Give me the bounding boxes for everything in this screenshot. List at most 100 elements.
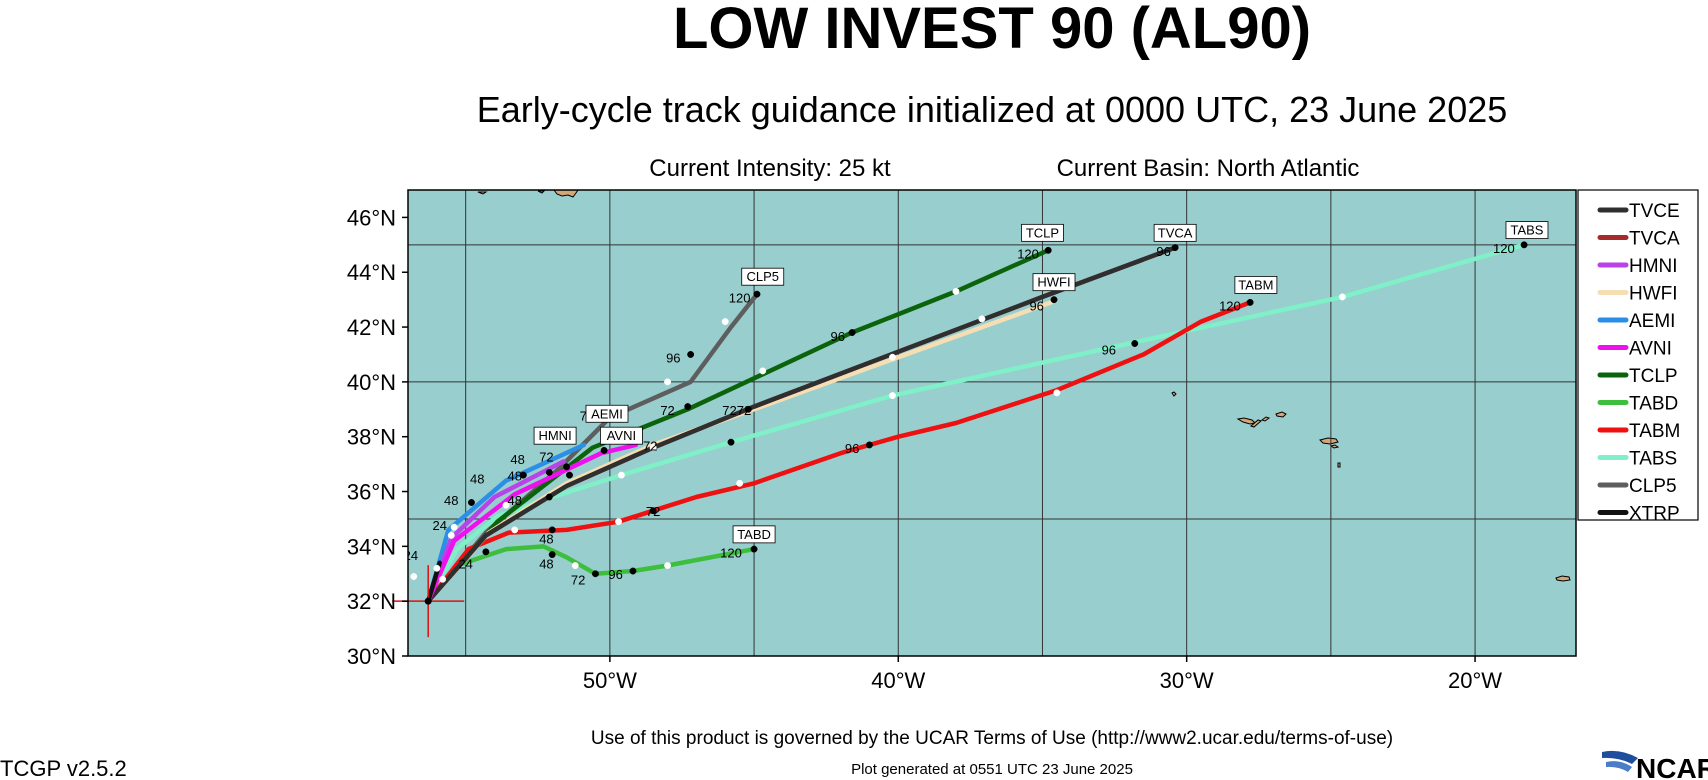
- hour-label-17: 96: [666, 351, 680, 366]
- map-title: LOW INVEST 90 (AL90): [673, 0, 1311, 61]
- hour-label-24: 120: [729, 290, 751, 305]
- forecast-marker-33: [721, 318, 729, 326]
- island-azores-5: [1319, 437, 1339, 445]
- model-tag-box-tvca: [1153, 223, 1197, 242]
- forecast-marker-10: [1044, 246, 1052, 254]
- forecast-marker-13: [649, 507, 657, 515]
- forecast-marker-44: [450, 523, 458, 531]
- track-tabd: [425, 544, 757, 604]
- hour-label-27: 120: [1493, 241, 1515, 256]
- hour-label-18: 96: [830, 329, 844, 344]
- forecast-marker-0: [563, 463, 571, 471]
- forecast-marker-32: [687, 351, 695, 358]
- lon-tick-label-50: 50°W: [583, 668, 637, 693]
- lat-tick-label-30: 30°N: [347, 644, 396, 669]
- forecast-marker-48: [410, 573, 418, 580]
- legend-label-avni: AVNI: [1629, 339, 1672, 360]
- hour-label-22: 96: [1029, 299, 1043, 314]
- legend: TVCE TVCA HMNI HWFI AEMI AVNI TCLP TABD TABM TABS…: [1577, 189, 1699, 525]
- forecast-marker-14: [736, 479, 744, 487]
- hour-label-7: 48: [507, 493, 521, 508]
- legend-label-tabs: TABS: [1629, 449, 1677, 470]
- model-tag-box-tabs: [1505, 221, 1549, 240]
- lat-tick-label-42: 42°N: [347, 315, 396, 340]
- lat-tick-label-38: 38°N: [347, 425, 396, 450]
- forecast-marker-11: [548, 526, 556, 534]
- hour-label-15: 72: [571, 573, 585, 588]
- model-tag-box-hwfi: [1032, 273, 1076, 292]
- hour-label-20: 96: [608, 567, 622, 582]
- legend-label-tabm: TABM: [1629, 421, 1680, 442]
- land-features: [477, 190, 1571, 582]
- hour-label-23: 96: [1156, 244, 1170, 259]
- forecast-marker-24: [548, 551, 556, 559]
- coast-fragment-2: [537, 190, 546, 194]
- lat-tick-label-40: 40°N: [347, 370, 396, 395]
- hour-label-12: 72: [660, 403, 674, 418]
- forecast-marker-22: [1338, 293, 1346, 301]
- forecast-marker-31: [511, 526, 519, 534]
- forecast-marker-36: [759, 367, 767, 375]
- legend-label-tvce: TVCE: [1629, 201, 1680, 222]
- model-tag-tclp: TCLP: [1026, 225, 1059, 240]
- forecast-marker-42: [545, 493, 553, 501]
- current-position-marker: [424, 597, 432, 605]
- lat-tick-label-46: 46°N: [347, 205, 396, 230]
- ncar-logo-swoosh2-icon: [1606, 761, 1632, 772]
- forecast-marker-12: [615, 518, 622, 526]
- hour-label-21: 96: [1102, 342, 1116, 357]
- track-tvce: [425, 245, 1178, 604]
- plot-generated-time: Plot generated at 0551 UTC 23 June 2025: [851, 761, 1133, 778]
- forecast-hour-labels: 2424244848484848484872727272727272729696…: [404, 241, 1515, 588]
- lat-lon-grid: [408, 190, 1576, 656]
- forecast-marker-43: [502, 501, 510, 509]
- model-tag-box-tabm: [1234, 276, 1278, 294]
- lat-tick-label-36: 36°N: [347, 480, 396, 505]
- hour-label-0: 24: [404, 548, 418, 563]
- track-tabs: [425, 242, 1527, 604]
- island-azores-2: [1250, 419, 1262, 428]
- lat-tick-label-34: 34°N: [347, 534, 396, 559]
- current-basin: Current Basin: North Atlantic: [1057, 155, 1360, 182]
- longitude-axis: 50°W 40°W 30°W 20°W: [583, 656, 1502, 693]
- model-tag-box-tclp: [1021, 223, 1064, 242]
- tcgp-version: TCGP v2.5.2: [0, 756, 127, 780]
- island-azores-3: [1260, 416, 1271, 422]
- forecast-marker-16: [1053, 389, 1061, 397]
- model-tag-box-aemi: [585, 404, 629, 423]
- legend-label-tabd: TABD: [1629, 394, 1678, 415]
- model-tag-hwfi: HWFI: [1037, 275, 1070, 290]
- forecast-marker-17: [1131, 340, 1139, 347]
- hour-label-16: 7272: [722, 403, 751, 418]
- lat-tick-label-32: 32°N: [347, 589, 396, 614]
- model-tag-hmni: HMNI: [538, 428, 571, 443]
- lon-tick-label-20: 20°W: [1448, 668, 1502, 693]
- hour-label-5: 48: [510, 452, 524, 467]
- island-azores-6: [1329, 444, 1340, 449]
- hour-label-3: 48: [444, 493, 458, 508]
- hour-label-8: 48: [539, 532, 553, 547]
- forecast-marker-41: [566, 471, 573, 479]
- hour-label-28: 120: [720, 545, 742, 560]
- forecast-marker-15: [865, 441, 873, 449]
- forecast-marker-35: [753, 290, 761, 298]
- hour-label-4: 48: [470, 471, 484, 486]
- lat-tick-label-44: 44°N: [347, 260, 396, 285]
- model-tag-tabm: TABM: [1238, 277, 1273, 292]
- forecast-marker-6: [1171, 244, 1179, 252]
- forecast-marker-8: [848, 329, 856, 336]
- forecast-marker-27: [629, 567, 637, 575]
- island-small-1: [1171, 391, 1177, 397]
- legend-label-tvca: TVCA: [1629, 229, 1680, 250]
- model-name-tags: CLP5 TCLP TVCA HWFI TABM TABS AEMI HMNI AVNI TABD: [533, 221, 1549, 544]
- forecast-marker-9: [952, 287, 960, 295]
- island-small-2: [1337, 462, 1341, 468]
- forecast-marker-4: [889, 353, 896, 361]
- ncar-logo-text: NCAR: [1636, 753, 1708, 780]
- legend-label-tclp: TCLP: [1629, 366, 1678, 387]
- model-tag-box-hmni: [533, 426, 577, 445]
- forecast-marker-26: [592, 570, 599, 578]
- map-subtitle: Early-cycle track guidance initialized a…: [477, 89, 1508, 130]
- hour-label-6: 48: [507, 469, 521, 484]
- island-madeira: [1555, 575, 1571, 582]
